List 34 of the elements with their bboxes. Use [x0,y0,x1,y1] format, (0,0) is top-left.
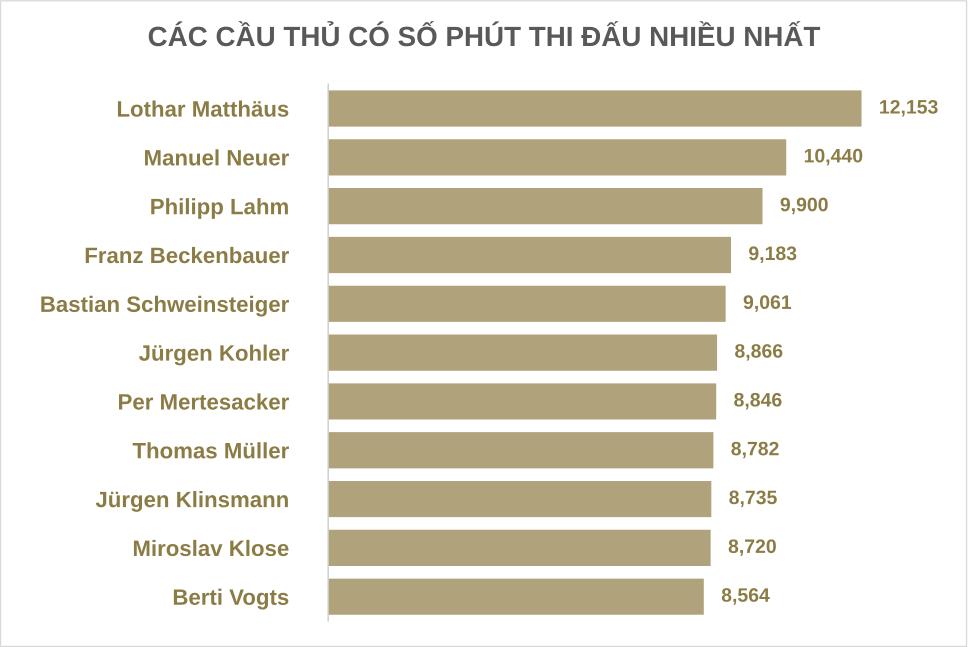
bar [328,89,863,128]
data-label: 8,866 [735,344,782,361]
data-label: 8,564 [722,588,770,605]
bar [328,284,728,324]
bar [328,138,788,177]
bar [328,480,713,519]
data-label: 8,846 [734,392,782,410]
bar [328,382,718,421]
data-label: 9,183 [749,246,796,264]
y-tick-label: Manuel Neuer [145,149,289,166]
y-tick-label: Lothar Matthäus [118,100,288,117]
y-tick-label: Miroslav Klose [134,540,289,556]
data-label: 12,153 [880,100,938,117]
data-label: 8,735 [729,490,777,508]
bar [328,186,764,226]
y-tick-label: Jürgen Kohler [138,344,289,366]
data-label: 9,900 [780,198,828,214]
y-tick-label: Per Mertesacker [119,393,289,410]
data-label: 10,440 [804,148,862,166]
data-label: 8,782 [731,442,779,458]
bar [328,430,715,470]
y-tick-label: Berti Vogts [174,588,288,610]
chart-title: CÁC CẦU THỦ CÓ SỐ PHÚT THI ĐẤU NHIỀU NHẤT [148,21,820,46]
data-label: 9,061 [744,295,792,312]
y-tick-label: Thomas Müller [132,442,289,459]
bar [328,333,718,372]
data-label: 8,720 [728,539,776,556]
y-tick-label: Bastian Schweinsteiger [41,296,289,317]
bar [328,235,732,274]
y-tick-label: Philipp Lahm [151,198,288,219]
bar [328,577,706,616]
bar [328,528,712,568]
y-tick-label: Franz Beckenbauer [86,246,289,264]
y-tick-label: Jürgen Klinsmann [96,491,288,512]
